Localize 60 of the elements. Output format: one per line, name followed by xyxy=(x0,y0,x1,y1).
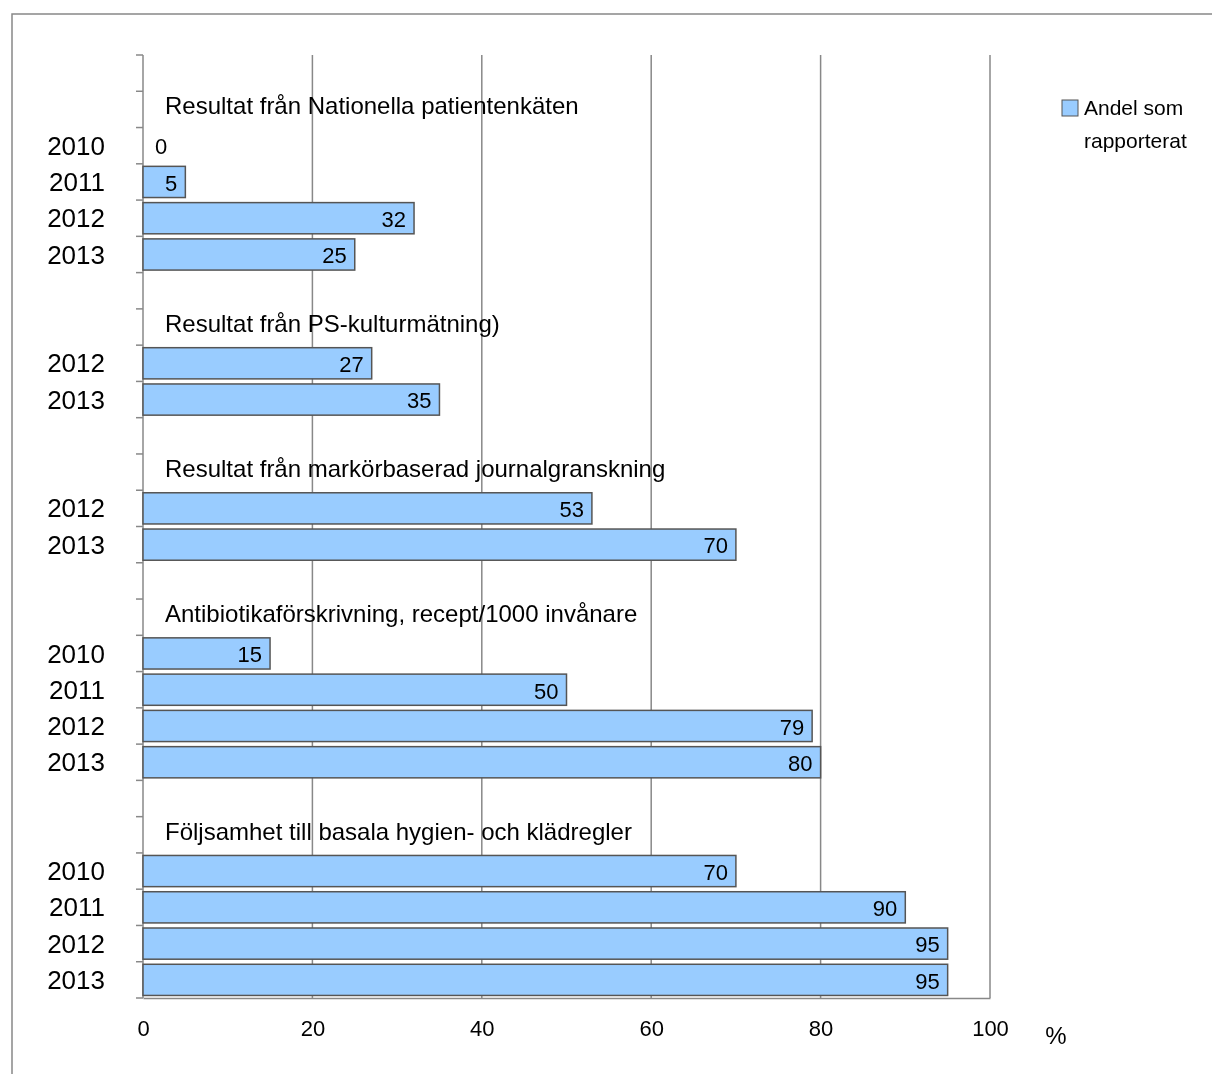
data-label: 50 xyxy=(534,678,559,704)
bar xyxy=(142,963,949,997)
x-tick-label: 80 xyxy=(808,1015,834,1041)
bar xyxy=(142,854,737,888)
y-tick-label: 2011 xyxy=(49,167,105,198)
legend-label: Andel som rapporterat xyxy=(1084,96,1187,152)
data-label: 25 xyxy=(322,243,347,269)
data-label: 53 xyxy=(559,497,584,523)
x-tick-label: 0 xyxy=(137,1015,150,1041)
bar xyxy=(142,709,813,743)
data-label: 80 xyxy=(788,751,813,777)
annotation: Resultat från Nationella patientenkäten xyxy=(165,92,579,120)
bar xyxy=(142,238,356,271)
bar xyxy=(142,165,187,199)
data-label: 90 xyxy=(872,896,898,922)
y-tick-label: 2013 xyxy=(47,384,105,415)
y-tick-label: 2013 xyxy=(47,239,105,270)
y-tick-label: 2010 xyxy=(47,856,105,887)
data-label: 95 xyxy=(915,932,940,958)
y-tick-label: 2013 xyxy=(47,747,105,778)
x-tick-label: 20 xyxy=(300,1015,326,1041)
data-label: 95 xyxy=(915,968,940,994)
data-label: 0 xyxy=(155,134,168,160)
y-tick-label: 2013 xyxy=(47,529,105,560)
data-label: 79 xyxy=(779,714,805,740)
x-tick-label: 60 xyxy=(639,1015,664,1041)
annotation: Resultat från markörbaserad journalgranskning xyxy=(165,454,666,482)
annotation: Resultat från PS-kulturmätning) xyxy=(165,309,500,337)
data-label: 27 xyxy=(339,352,364,378)
data-label: 15 xyxy=(237,642,263,668)
y-tick-label: 2010 xyxy=(47,130,105,161)
annotation: Följsamhet till basala hygien- och klädregler xyxy=(165,817,632,845)
y-tick-label: 2013 xyxy=(47,964,105,995)
bar xyxy=(142,673,568,707)
bar xyxy=(142,346,373,380)
bar xyxy=(142,492,593,525)
y-tick-label: 2012 xyxy=(47,348,105,379)
bar xyxy=(142,890,907,924)
data-label: 32 xyxy=(381,207,407,233)
bar xyxy=(142,201,415,235)
bar xyxy=(142,383,441,416)
y-tick-label: 2012 xyxy=(47,203,105,234)
bar xyxy=(142,528,737,561)
bar xyxy=(142,637,271,670)
x-tick-label: 100 xyxy=(972,1015,1009,1041)
data-label: 5 xyxy=(165,170,178,196)
annotation: Antibiotikaförskrivning, recept/1000 invånare xyxy=(165,599,638,627)
data-label: 35 xyxy=(406,388,432,414)
x-tick-label: 40 xyxy=(470,1015,495,1041)
y-tick-label: 2011 xyxy=(49,892,105,923)
x-axis-title: % xyxy=(1045,1022,1067,1049)
y-tick-label: 2012 xyxy=(47,493,105,524)
data-label: 70 xyxy=(703,533,728,559)
bar xyxy=(142,927,949,960)
y-tick-label: 2010 xyxy=(47,638,105,669)
bar xyxy=(142,745,822,779)
y-tick-label: 2011 xyxy=(49,674,105,705)
y-tick-label: 2012 xyxy=(47,711,105,742)
y-tick-label: 2012 xyxy=(47,928,105,959)
data-label: 70 xyxy=(703,859,728,885)
